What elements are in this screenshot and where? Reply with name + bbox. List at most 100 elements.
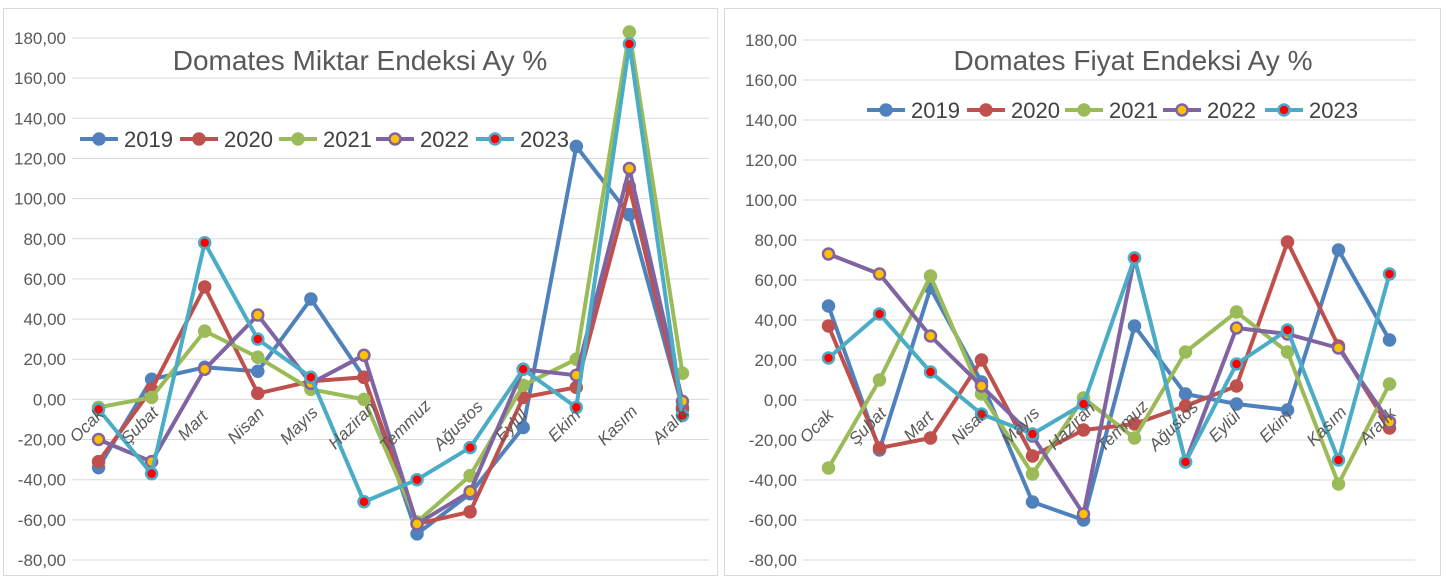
y-tick-label: 40,00 bbox=[23, 310, 66, 329]
data-point bbox=[516, 420, 530, 435]
data-point bbox=[91, 454, 106, 469]
legend-item-2020: 2020 bbox=[967, 98, 1060, 123]
data-point bbox=[1331, 477, 1346, 491]
data-point bbox=[1025, 427, 1040, 441]
legend-label: 2019 bbox=[124, 127, 173, 152]
data-point bbox=[304, 292, 318, 306]
data-point bbox=[622, 37, 637, 51]
data-point bbox=[357, 495, 371, 509]
data-point bbox=[463, 505, 477, 519]
series-line-2023 bbox=[827, 256, 1392, 464]
legend-label: 2020 bbox=[224, 127, 273, 152]
data-point bbox=[1382, 415, 1397, 429]
y-tick-label: 80,00 bbox=[754, 231, 797, 250]
chart-title: Domates Fiyat Endeksi Ay % bbox=[954, 45, 1313, 76]
legend-item-2019: 2019 bbox=[80, 127, 173, 152]
data-point bbox=[821, 319, 836, 333]
data-point bbox=[1178, 455, 1193, 469]
data-point bbox=[1382, 267, 1397, 281]
data-point bbox=[872, 307, 887, 321]
data-point bbox=[1280, 345, 1295, 359]
y-tick-label: 140,00 bbox=[745, 111, 797, 130]
y-tick-label: 120,00 bbox=[745, 151, 797, 170]
data-point bbox=[622, 25, 637, 39]
data-point bbox=[923, 365, 938, 379]
data-point bbox=[1178, 399, 1193, 413]
data-point bbox=[91, 432, 106, 447]
data-point bbox=[1382, 333, 1397, 347]
y-tick-label: 0,00 bbox=[764, 391, 797, 410]
data-point bbox=[1382, 377, 1397, 391]
data-point bbox=[1127, 417, 1142, 431]
data-point bbox=[251, 308, 265, 322]
data-point bbox=[251, 386, 265, 401]
data-point bbox=[251, 364, 265, 379]
legend-marker bbox=[1175, 103, 1189, 117]
data-point bbox=[1280, 235, 1295, 249]
legend: 2019 2020 2021 2022 2023 bbox=[80, 127, 569, 152]
legend-label: 2023 bbox=[520, 127, 569, 152]
legend-marker bbox=[488, 132, 502, 146]
data-point bbox=[1076, 397, 1091, 411]
data-point bbox=[410, 517, 424, 531]
chart-panel-quantity-index: Domates Miktar Endeksi Ay % 180,00 160,00… bbox=[3, 8, 718, 576]
legend-item-2022: 2022 bbox=[1163, 98, 1256, 123]
y-tick-label: 140,00 bbox=[14, 109, 66, 128]
data-point bbox=[923, 269, 938, 283]
legend-label: 2021 bbox=[1109, 98, 1158, 123]
y-tick-label: 20,00 bbox=[754, 351, 797, 370]
data-point bbox=[144, 390, 159, 405]
chart-panel-price-index: Domates Fiyat Endeksi Ay % 180,00 160,00 1… bbox=[724, 8, 1441, 576]
data-point bbox=[251, 332, 265, 346]
legend-item-2021: 2021 bbox=[1065, 98, 1158, 123]
y-tick-label: 160,00 bbox=[14, 69, 66, 88]
data-point bbox=[821, 299, 836, 313]
data-point bbox=[197, 236, 212, 250]
data-point bbox=[821, 461, 836, 475]
series-2023 bbox=[821, 251, 1397, 469]
legend-item-2023: 2023 bbox=[1265, 98, 1358, 123]
series-line-2023 bbox=[96, 42, 685, 504]
y-tick-label: 20,00 bbox=[23, 350, 66, 369]
y-tick-label: -20,00 bbox=[749, 431, 797, 450]
data-point bbox=[144, 466, 159, 481]
y-tick-label: -60,00 bbox=[18, 511, 66, 530]
data-point bbox=[1178, 387, 1193, 401]
x-tick-label: Mayıs bbox=[276, 402, 322, 448]
data-point bbox=[821, 247, 836, 261]
data-point bbox=[1229, 321, 1244, 335]
y-tick-label: 80,00 bbox=[23, 230, 66, 249]
data-point bbox=[1127, 431, 1142, 445]
y-tick-label: 180,00 bbox=[14, 29, 66, 48]
series-2023 bbox=[91, 37, 690, 509]
y-tick-label: 160,00 bbox=[745, 71, 797, 90]
series-2021 bbox=[821, 269, 1397, 491]
y-tick-label: -20,00 bbox=[18, 431, 66, 450]
series-line-2022 bbox=[97, 166, 685, 526]
data-point bbox=[410, 472, 424, 487]
legend-label: 2021 bbox=[323, 127, 372, 152]
data-point bbox=[357, 392, 371, 407]
legend-item-2023: 2023 bbox=[476, 127, 569, 152]
x-tick-label: Nisan bbox=[224, 403, 268, 447]
data-point bbox=[1127, 319, 1142, 333]
legend-label: 2019 bbox=[911, 98, 960, 123]
quantity-index-line-chart: Domates Miktar Endeksi Ay % 180,00 160,00… bbox=[14, 25, 709, 570]
y-tick-label: 120,00 bbox=[14, 149, 66, 168]
data-point bbox=[974, 407, 989, 421]
data-point bbox=[1331, 341, 1346, 355]
legend-item-2020: 2020 bbox=[180, 127, 273, 152]
data-point bbox=[872, 267, 887, 281]
data-point bbox=[1229, 357, 1244, 371]
data-point bbox=[872, 373, 887, 387]
data-point bbox=[1025, 467, 1040, 481]
series-line-2020 bbox=[826, 240, 1392, 458]
series-line-2021 bbox=[826, 274, 1392, 486]
y-tick-label: -40,00 bbox=[18, 471, 66, 490]
y-axis: 180,00 160,00 140,00 120,00 100,00 80,00 60,00… bbox=[14, 29, 66, 570]
data-point bbox=[91, 402, 106, 417]
data-point bbox=[357, 348, 371, 362]
y-tick-label: 100,00 bbox=[14, 190, 66, 209]
series-line-2019 bbox=[826, 248, 1392, 522]
legend-marker bbox=[1277, 103, 1291, 117]
